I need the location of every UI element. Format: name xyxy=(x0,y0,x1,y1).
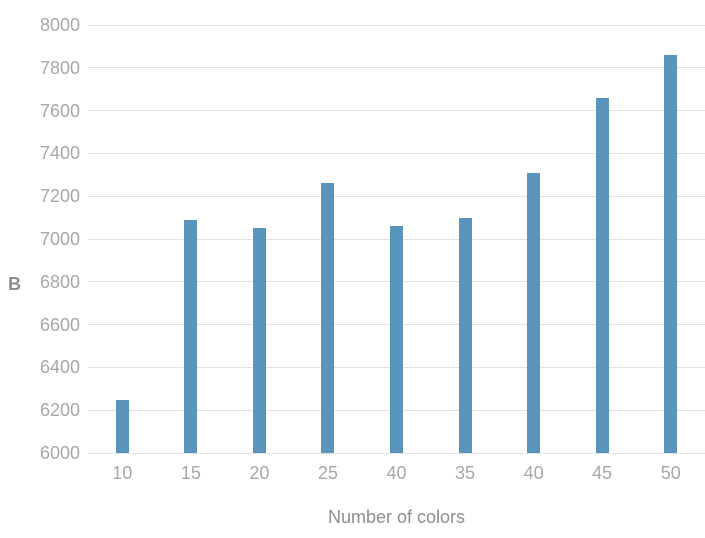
x-tick-label: 20 xyxy=(249,463,270,483)
y-tick-label: 8000 xyxy=(39,15,80,35)
gridline xyxy=(88,24,705,26)
y-tick-label: 6000 xyxy=(39,443,80,463)
bar xyxy=(664,54,678,453)
bar xyxy=(321,183,335,453)
y-tick-label: 7000 xyxy=(39,229,80,249)
x-tick-label: 50 xyxy=(660,463,681,483)
y-tick-label: 6200 xyxy=(39,400,80,421)
x-tick-label: 35 xyxy=(455,463,476,483)
gridline xyxy=(88,195,705,197)
x-tick-label: 45 xyxy=(592,463,613,483)
bar xyxy=(115,399,129,453)
y-tick-label: 6400 xyxy=(39,357,80,378)
y-tick-label: 7400 xyxy=(39,143,80,164)
y-tick-label: 7200 xyxy=(39,186,80,207)
y-tick-label: 6800 xyxy=(39,271,80,292)
gridline xyxy=(88,152,705,154)
bar xyxy=(184,219,198,453)
y-tick-label: 7600 xyxy=(39,100,80,121)
x-tick-label: 40 xyxy=(386,463,407,483)
gridline xyxy=(88,452,705,454)
y-axis-title: B xyxy=(8,274,21,294)
bar xyxy=(595,97,609,453)
x-tick-label: 25 xyxy=(317,463,338,483)
y-tick-label: 7800 xyxy=(39,57,80,78)
x-axis-title: Number of colors xyxy=(327,507,466,527)
bar xyxy=(527,172,541,453)
bar xyxy=(252,228,266,453)
gridline xyxy=(88,67,705,69)
x-tick-label: 40 xyxy=(523,463,544,483)
bar xyxy=(390,226,403,453)
gridline xyxy=(88,110,705,112)
bar xyxy=(458,217,472,453)
y-tick-label: 6600 xyxy=(39,314,80,335)
x-tick-label: 15 xyxy=(180,463,201,483)
x-tick-label: 10 xyxy=(112,463,133,483)
